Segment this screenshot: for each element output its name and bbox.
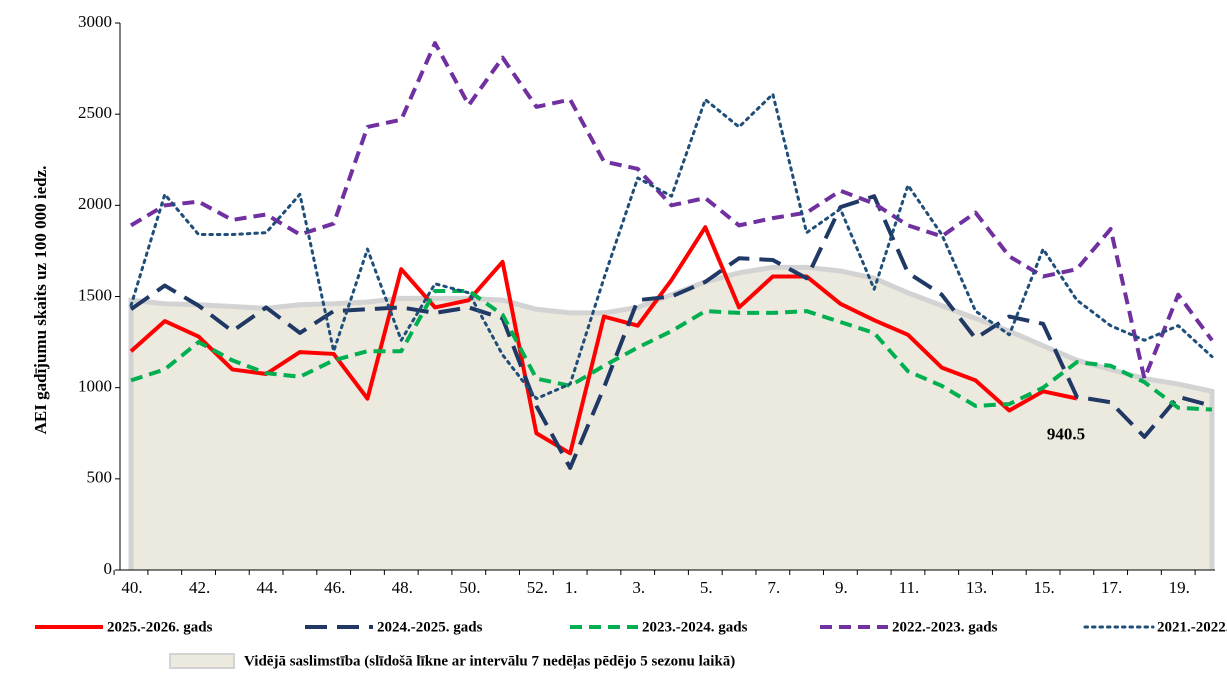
x-tick-label: 5. — [700, 578, 713, 597]
data-label: 940.5 — [1047, 424, 1085, 443]
x-tick-label: 46. — [324, 578, 345, 597]
x-tick-label: 3. — [632, 578, 645, 597]
y-tick-label: 3000 — [78, 12, 112, 31]
legend-label: 2023.-2024. gads — [642, 619, 748, 635]
series-line — [129, 225, 1078, 456]
y-tick-label: 2000 — [78, 194, 112, 213]
x-tick-label: 40. — [121, 578, 142, 597]
y-tick-label: 500 — [87, 468, 113, 487]
x-tick-label: 52. — [527, 578, 548, 597]
series-line — [130, 289, 1213, 412]
legend-label: 2024.-2025. gads — [377, 619, 483, 635]
x-tick-label: 19. — [1169, 578, 1190, 597]
x-tick-label: 7. — [767, 578, 780, 597]
series-line — [129, 92, 1214, 401]
legend-label: 2022.-2023. gads — [892, 619, 998, 635]
y-tick-label: 1000 — [78, 377, 112, 396]
x-tick-label: 42. — [189, 578, 210, 597]
y-tick-label: 1500 — [78, 285, 112, 304]
y-axis-label: AEI gadījumu skaits uz 100 000 iedz. — [31, 166, 50, 435]
series-line — [129, 41, 1214, 381]
y-tick-label: 2500 — [78, 103, 112, 122]
x-tick-label: 48. — [392, 578, 413, 597]
legend-label: 2021.-2022. gads — [1157, 619, 1227, 635]
x-tick-label: 17. — [1101, 578, 1122, 597]
x-tick-label: 11. — [899, 578, 920, 597]
y-tick-label: 0 — [104, 559, 113, 578]
x-tick-label: 13. — [966, 578, 987, 597]
x-tick-label: 9. — [835, 578, 848, 597]
x-tick-label: 44. — [257, 578, 278, 597]
legend-label: Vidējā saslimstība (slīdošā līkne ar int… — [244, 653, 735, 669]
x-tick-label: 50. — [459, 578, 480, 597]
area-fill — [131, 267, 1212, 570]
x-tick-label: 15. — [1033, 578, 1054, 597]
legend-label: 2025.-2026. gads — [107, 619, 213, 635]
x-tick-label: 1. — [565, 578, 578, 597]
legend-swatch — [169, 653, 235, 669]
